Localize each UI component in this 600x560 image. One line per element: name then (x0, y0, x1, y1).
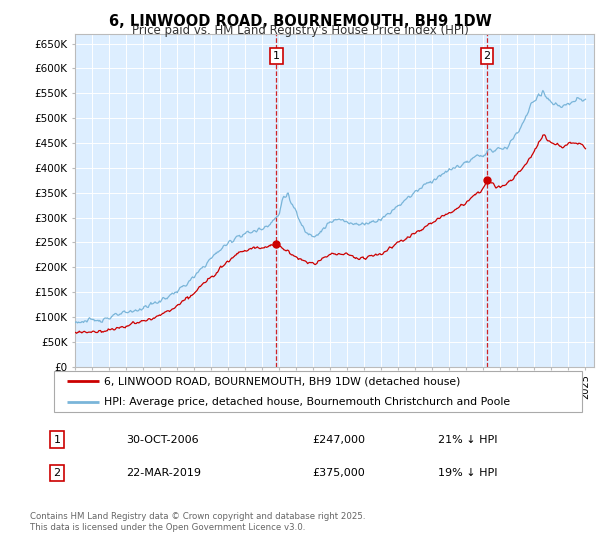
Text: 22-MAR-2019: 22-MAR-2019 (126, 468, 201, 478)
Text: £375,000: £375,000 (312, 468, 365, 478)
Text: 1: 1 (273, 51, 280, 61)
Text: Contains HM Land Registry data © Crown copyright and database right 2025.
This d: Contains HM Land Registry data © Crown c… (30, 512, 365, 532)
Text: 6, LINWOOD ROAD, BOURNEMOUTH, BH9 1DW: 6, LINWOOD ROAD, BOURNEMOUTH, BH9 1DW (109, 14, 491, 29)
Text: 2: 2 (484, 51, 491, 61)
Text: 6, LINWOOD ROAD, BOURNEMOUTH, BH9 1DW (detached house): 6, LINWOOD ROAD, BOURNEMOUTH, BH9 1DW (d… (104, 376, 461, 386)
Text: 21% ↓ HPI: 21% ↓ HPI (438, 435, 497, 445)
Text: 2: 2 (53, 468, 61, 478)
Text: 30-OCT-2006: 30-OCT-2006 (126, 435, 199, 445)
Text: 1: 1 (53, 435, 61, 445)
Text: HPI: Average price, detached house, Bournemouth Christchurch and Poole: HPI: Average price, detached house, Bour… (104, 396, 510, 407)
Text: £247,000: £247,000 (312, 435, 365, 445)
Text: Price paid vs. HM Land Registry's House Price Index (HPI): Price paid vs. HM Land Registry's House … (131, 24, 469, 37)
Text: 19% ↓ HPI: 19% ↓ HPI (438, 468, 497, 478)
FancyBboxPatch shape (54, 371, 582, 412)
